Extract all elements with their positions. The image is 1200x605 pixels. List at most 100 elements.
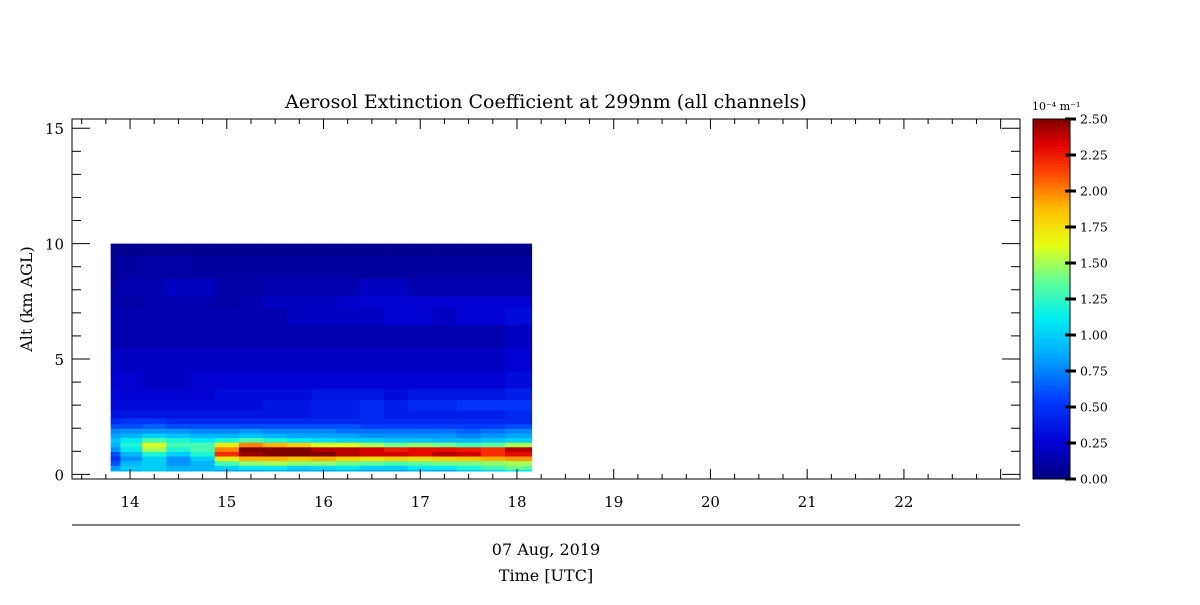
heatmap-cell xyxy=(238,442,264,448)
heatmap-cell xyxy=(110,469,121,472)
heatmap-cell xyxy=(504,432,525,439)
heatmap-cell xyxy=(432,442,458,448)
colorbar-segment xyxy=(1033,311,1070,315)
heatmap-cell xyxy=(142,446,167,452)
heatmap-cell xyxy=(524,455,533,462)
heatmap-cell xyxy=(311,455,337,462)
plot-frame xyxy=(71,118,1021,480)
colorbar-segment xyxy=(1033,428,1070,432)
colorbar-segment xyxy=(1033,338,1070,342)
colorbar-segment xyxy=(1033,173,1070,177)
heatmap-cell xyxy=(166,243,192,256)
heatmap-cell xyxy=(287,324,313,349)
colorbar-segment xyxy=(1033,476,1070,480)
heatmap-cell xyxy=(359,469,385,472)
colorbar-segment xyxy=(1033,200,1070,204)
colorbar-segment xyxy=(1033,302,1070,306)
colorbar-tick-label: 0.50 xyxy=(1080,400,1108,415)
heatmap-cell xyxy=(166,417,192,425)
colorbar-segment xyxy=(1033,320,1070,324)
heatmap-cell xyxy=(214,399,240,411)
heatmap-cell xyxy=(238,465,264,470)
heatmap-cell xyxy=(432,455,458,462)
heatmap-cell xyxy=(120,278,143,297)
heatmap-cell xyxy=(311,437,337,443)
heatmap-cell xyxy=(120,255,143,279)
heatmap-cell xyxy=(142,460,167,466)
heatmap-cell xyxy=(110,387,121,400)
heatmap-cell xyxy=(287,446,313,452)
colorbar-segment xyxy=(1033,410,1070,414)
heatmap-cell xyxy=(311,432,337,439)
colorbar-segment xyxy=(1033,257,1070,261)
heatmap-cell xyxy=(287,423,313,429)
heatmap-cell xyxy=(456,417,482,425)
heatmap-cell xyxy=(166,455,192,462)
heatmap-cell xyxy=(359,460,385,466)
colorbar-segment xyxy=(1033,329,1070,333)
heatmap-cell xyxy=(504,437,525,443)
heatmap-cell xyxy=(408,370,433,389)
colorbar-segment xyxy=(1033,155,1070,159)
heatmap-cell xyxy=(166,432,192,439)
colorbar-segment xyxy=(1033,464,1070,468)
heatmap-cell xyxy=(383,324,409,349)
heatmap-cell xyxy=(456,278,482,297)
heatmap-cell xyxy=(214,465,240,470)
heatmap-cell xyxy=(480,455,506,462)
colorbar-segment xyxy=(1033,395,1070,399)
heatmap-cell xyxy=(456,423,482,429)
heatmap-cell xyxy=(142,399,167,411)
heatmap-cell xyxy=(383,437,409,443)
heatmap-cell xyxy=(383,278,409,297)
heatmap-cell xyxy=(142,417,167,425)
heatmap-cell xyxy=(383,295,409,308)
heatmap-cell xyxy=(432,437,458,443)
colorbar-segment xyxy=(1033,176,1070,180)
x-tick-label: 21 xyxy=(798,493,817,511)
heatmap-cell xyxy=(480,409,506,419)
heatmap-cell xyxy=(524,278,533,297)
heatmap-cell xyxy=(335,423,361,429)
colorbar-segment xyxy=(1033,260,1070,264)
heatmap-cell xyxy=(214,370,240,389)
heatmap-cell xyxy=(263,295,288,308)
colorbar-segment xyxy=(1033,386,1070,390)
heatmap-cell xyxy=(432,423,458,429)
heatmap-cell xyxy=(524,451,533,457)
colorbar-segment xyxy=(1033,248,1070,252)
heatmap-cell xyxy=(383,469,409,472)
heatmap-cell xyxy=(456,399,482,411)
heatmap-cell xyxy=(504,417,525,425)
heatmap-cell xyxy=(311,446,337,452)
heatmap-cell xyxy=(456,409,482,419)
heatmap-cell xyxy=(166,451,192,457)
heatmap-cell xyxy=(383,442,409,448)
colorbar-segment xyxy=(1033,452,1070,456)
heatmap-cell xyxy=(120,451,143,457)
heatmap-cell xyxy=(142,451,167,457)
heatmap-cell xyxy=(311,243,337,256)
colorbar-segment xyxy=(1033,317,1070,321)
colorbar-segment xyxy=(1033,443,1070,447)
heatmap-cell xyxy=(524,409,533,419)
heatmap-cell xyxy=(383,432,409,439)
colorbar-segment xyxy=(1033,353,1070,357)
heatmap-cell xyxy=(456,243,482,256)
heatmap-cell xyxy=(524,399,533,411)
colorbar-segment xyxy=(1033,140,1070,144)
heatmap-cell xyxy=(383,428,409,434)
heatmap-cell xyxy=(263,324,288,349)
colorbar-segment xyxy=(1033,146,1070,150)
colorbar-segment xyxy=(1033,233,1070,237)
heatmap-cell xyxy=(190,432,216,439)
heatmap-cell xyxy=(335,442,361,448)
colorbar-segment xyxy=(1033,434,1070,438)
heatmap-cell xyxy=(504,455,525,462)
y-axis-label: Alt (km AGL) xyxy=(17,246,36,353)
heatmap-cell xyxy=(120,370,143,389)
colorbar-segment xyxy=(1033,401,1070,405)
heatmap-cell xyxy=(166,347,192,372)
heatmap-cell xyxy=(142,255,167,279)
colorbar-segment xyxy=(1033,230,1070,234)
